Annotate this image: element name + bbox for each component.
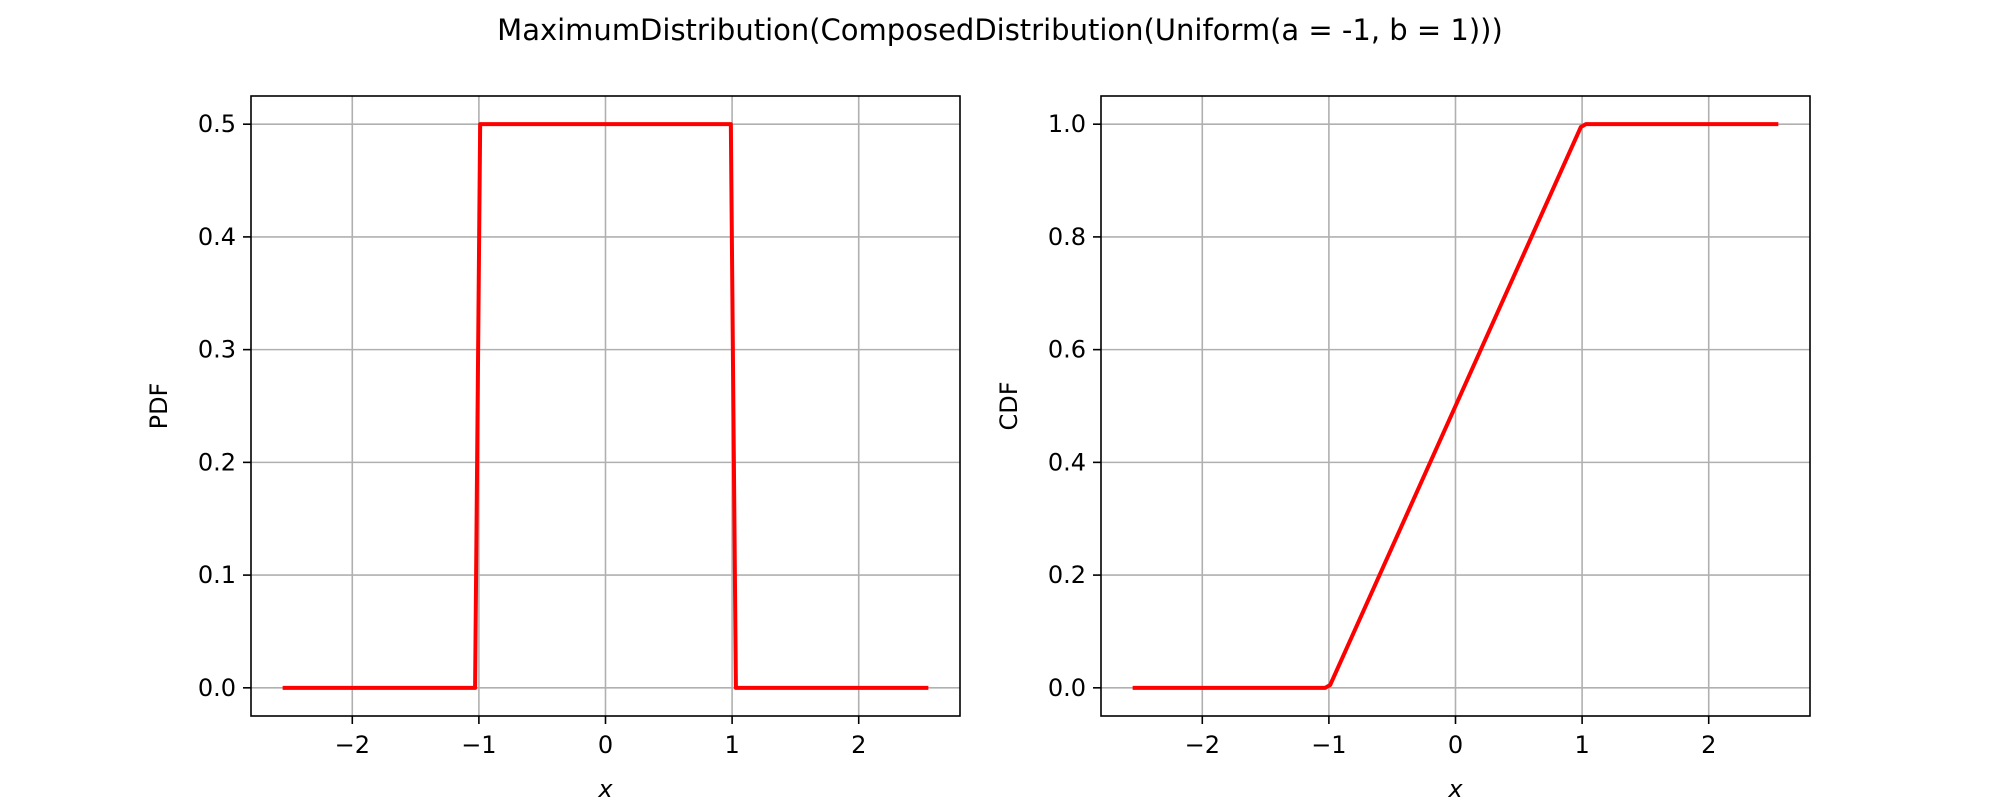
cdf-x-tick-label-1: −1	[1311, 731, 1346, 759]
cdf-y-tick-label-1: 0.2	[1048, 561, 1086, 589]
cdf-x-tick-label-0: −2	[1185, 731, 1220, 759]
pdf-y-tick-label-4: 0.4	[198, 223, 236, 251]
pdf-y-tick-label-5: 0.5	[198, 110, 236, 138]
pdf-series-line-0	[282, 122, 929, 690]
cdf-y-tick-label-0: 0.0	[1048, 674, 1086, 702]
pdf-y-tick-label-3: 0.3	[198, 336, 236, 364]
pdf-y-axis-label: PDF	[145, 383, 173, 430]
pdf-x-axis-label: x	[597, 775, 613, 800]
cdf-y-tick-label-5: 1.0	[1048, 110, 1086, 138]
cdf-series-line-0	[1132, 122, 1779, 690]
pdf-axes: −2 −1 0 1 2 0.0 0.1 0.2 0.3 0.4 0.5 x PDF	[145, 95, 961, 800]
figure-title: MaximumDistribution(ComposedDistribution…	[497, 13, 1503, 47]
cdf-x-tick-label-3: 1	[1574, 731, 1589, 759]
pdf-y-tick-label-0: 0.0	[198, 674, 236, 702]
pdf-x-tick-label-3: 1	[724, 731, 739, 759]
pdf-x-tick-label-1: −1	[461, 731, 496, 759]
pdf-x-tick-label-2: 0	[598, 731, 613, 759]
pdf-y-tick-label-1: 0.1	[198, 561, 236, 589]
cdf-x-tick-label-4: 2	[1701, 731, 1716, 759]
cdf-x-axis-label: x	[1447, 775, 1463, 800]
cdf-axes: −2 −1 0 1 2 0.0 0.2 0.4 0.6 0.8 1.0 x CDF	[995, 95, 1811, 800]
pdf-x-tick-label-0: −2	[335, 731, 370, 759]
pdf-y-tick-label-2: 0.2	[198, 448, 236, 476]
cdf-y-tick-label-2: 0.4	[1048, 448, 1086, 476]
cdf-y-tick-label-4: 0.8	[1048, 223, 1086, 251]
cdf-x-tick-label-2: 0	[1448, 731, 1463, 759]
pdf-x-tick-label-4: 2	[851, 731, 866, 759]
cdf-y-tick-label-3: 0.6	[1048, 336, 1086, 364]
cdf-y-axis-label: CDF	[995, 381, 1023, 430]
